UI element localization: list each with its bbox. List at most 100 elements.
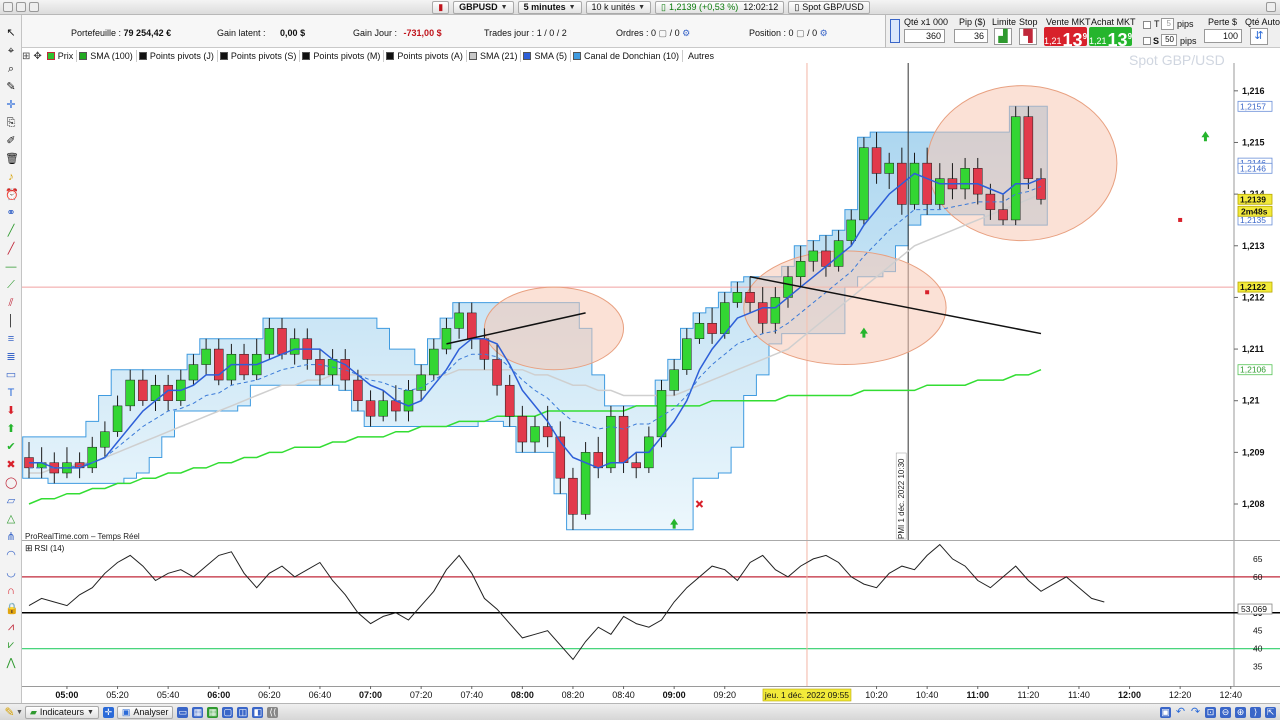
ray-tool-icon[interactable]: ╱: [7, 243, 15, 255]
rsi-panel-label[interactable]: ⊞ RSI (14): [25, 543, 64, 554]
paint-icon[interactable]: ✐: [6, 135, 16, 147]
indicator-tag-others[interactable]: Autres: [683, 50, 717, 62]
highlight-ellipse[interactable]: [926, 85, 1118, 242]
auto-quantity-button[interactable]: ⇵: [1250, 28, 1268, 45]
indicator-tag-donchian[interactable]: Canal de Donchian (10): [571, 50, 684, 62]
undo-icon[interactable]: ↶: [1175, 705, 1186, 718]
indicator-tag-pivots-month[interactable]: Points pivots (M): [300, 50, 385, 62]
order-panel-toggle-icon[interactable]: [890, 19, 900, 43]
cursor-icon[interactable]: ↖: [6, 27, 16, 39]
gann-icon[interactable]: ⩘: [7, 621, 15, 633]
window-expand-icon[interactable]: [1266, 2, 1276, 12]
scroll-right-icon[interactable]: ⟩: [1250, 706, 1261, 718]
buy-market-button[interactable]: 1,21139: [1089, 27, 1132, 50]
stop-order-button[interactable]: ▜: [1019, 28, 1037, 45]
cross-cursor-icon[interactable]: ⌖: [7, 45, 15, 57]
buy-arrow-icon[interactable]: ⬆: [6, 423, 16, 435]
analyse-button[interactable]: ▣ Analyser: [116, 705, 174, 719]
stop-distance-input[interactable]: 50: [1161, 34, 1177, 46]
delete-icon[interactable]: ✖: [6, 459, 16, 471]
window-minimize-icon[interactable]: [16, 2, 26, 12]
ellipse-tool-icon[interactable]: ◯: [5, 477, 18, 489]
position-detail-icon[interactable]: ⚙: [817, 28, 828, 38]
arc-tool-icon[interactable]: ◡: [6, 567, 16, 579]
line-tool-icon[interactable]: ╱: [7, 225, 15, 237]
sell-arrow-icon[interactable]: ⬇: [6, 405, 16, 417]
indicator-tag-pivots-day[interactable]: Points pivots (J): [137, 50, 218, 62]
indicator-tag-pivots-week[interactable]: Points pivots (S): [218, 50, 301, 62]
ruler-icon[interactable]: ✎: [6, 81, 16, 93]
link-icon[interactable]: ⚭: [6, 207, 16, 219]
trailing-input[interactable]: 5: [1161, 18, 1174, 30]
alert-bell-icon[interactable]: ♪: [8, 171, 14, 183]
timeframe-selector[interactable]: 5 minutes ▼: [517, 0, 582, 14]
move-icon[interactable]: ✛: [6, 99, 16, 111]
loss-input[interactable]: 100: [1204, 29, 1242, 43]
pip-input[interactable]: 36: [954, 29, 988, 43]
redo-icon[interactable]: ↷: [1190, 705, 1201, 718]
trend-line[interactable]: [749, 276, 1042, 335]
triangle-tool-icon[interactable]: △: [6, 513, 16, 525]
wave-tool-icon[interactable]: ⩗: [7, 639, 15, 651]
symbol-selector[interactable]: GBPUSD ▼: [453, 0, 514, 14]
channel-tool-icon[interactable]: ⫽: [8, 297, 14, 309]
zigzag-tool-icon[interactable]: ⋀: [6, 657, 16, 669]
horizontal-line-icon[interactable]: —: [5, 261, 17, 273]
table-icon[interactable]: ▦: [192, 706, 204, 718]
text-icon[interactable]: T: [7, 387, 15, 399]
window-icon[interactable]: ▢: [222, 706, 234, 718]
check-icon[interactable]: ✔: [6, 441, 16, 453]
indicator-tag-sma5[interactable]: SMA (5): [521, 50, 571, 62]
crosshair-tool-icon[interactable]: ✛: [102, 706, 114, 718]
screen-icon[interactable]: ▭: [177, 706, 189, 718]
scroll-left-icon[interactable]: ⟨⟨: [267, 706, 279, 718]
pitchfork-icon[interactable]: ⋔: [6, 531, 16, 543]
position-icon[interactable]: ▢: [793, 28, 808, 38]
fit-chart-icon[interactable]: ⇱: [1265, 706, 1276, 718]
orders-icon[interactable]: ▢: [656, 28, 670, 38]
quantity-input[interactable]: 360: [904, 29, 945, 43]
lock-icon[interactable]: 🔒: [5, 603, 19, 615]
zoom-box-icon[interactable]: ⊡: [1205, 706, 1216, 718]
indicator-tag-pivots-year[interactable]: Points pivots (A): [384, 50, 467, 62]
trend-line[interactable]: [446, 312, 586, 345]
fan-tool-icon[interactable]: ≣: [6, 351, 16, 363]
rsi-chart[interactable]: 65605045403553,069: [22, 541, 1280, 686]
move-indicator-icon[interactable]: ✥: [33, 50, 42, 62]
time-axis[interactable]: 05:00 05:20 05:40 06:00 06:20 06:40 07:00 07:20…: [22, 686, 1280, 703]
grid-icon[interactable]: ▦: [207, 706, 219, 718]
rectangle-tool-icon[interactable]: ▱: [6, 495, 16, 507]
zoom-out-icon[interactable]: ⊖: [1220, 706, 1231, 718]
vertical-line-icon[interactable]: │: [7, 315, 15, 327]
indicators-button[interactable]: ▰ Indicateurs ▼: [25, 705, 99, 719]
alarm-icon[interactable]: ⏰: [5, 189, 19, 201]
text-tool-icon[interactable]: ▭: [5, 369, 17, 381]
extended-line-icon[interactable]: ⟋: [7, 279, 15, 291]
stop-checkbox[interactable]: [1143, 37, 1151, 45]
zoom-icon[interactable]: ⌕: [7, 63, 15, 75]
cycle-tool-icon[interactable]: ◠: [6, 549, 16, 561]
rsi-settings-icon[interactable]: ⊞: [25, 543, 33, 553]
trash-icon[interactable]: 🗑: [5, 153, 19, 165]
layout-icon[interactable]: ◫: [237, 706, 249, 718]
indicator-tag-sma21[interactable]: SMA (21): [467, 50, 522, 62]
sell-market-button[interactable]: 1,21139: [1044, 27, 1087, 50]
chevron-down-icon[interactable]: ▼: [16, 708, 23, 716]
units-selector[interactable]: 10 k unités ▼: [585, 0, 652, 14]
layout-toggle-icon[interactable]: ▣: [1160, 706, 1171, 718]
orders-detail-icon[interactable]: ⚙: [679, 28, 691, 38]
price-chart[interactable]: PMI 1 déc. 2022 10:30 1,208 1,209 1,21 1,211…: [22, 63, 1280, 541]
indicator-tag-sma100[interactable]: SMA (100): [77, 50, 137, 62]
limit-order-button[interactable]: ▟: [994, 28, 1012, 45]
fibonacci-icon[interactable]: ≡: [7, 333, 15, 345]
pencil-icon[interactable]: ✎: [4, 704, 15, 719]
trailing-checkbox[interactable]: [1143, 21, 1151, 29]
zoom-in-icon[interactable]: ⊕: [1235, 706, 1246, 718]
split-icon[interactable]: ◧: [252, 706, 264, 718]
window-zoom-icon[interactable]: [29, 2, 39, 12]
copy-icon[interactable]: ⎘: [6, 117, 16, 129]
chart-type-button[interactable]: ▮: [432, 0, 450, 14]
window-close-icon[interactable]: [3, 2, 13, 12]
indicator-tag-price[interactable]: Prix: [45, 50, 78, 62]
add-indicator-icon[interactable]: ⊞: [22, 50, 31, 62]
